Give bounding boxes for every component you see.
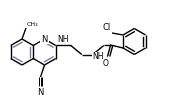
- Text: NH: NH: [57, 35, 69, 44]
- Text: NH: NH: [93, 52, 104, 61]
- Text: CH₃: CH₃: [26, 22, 38, 27]
- Text: O: O: [103, 59, 109, 68]
- Text: N: N: [37, 87, 44, 96]
- Text: Cl: Cl: [103, 23, 111, 32]
- Text: N: N: [41, 35, 48, 44]
